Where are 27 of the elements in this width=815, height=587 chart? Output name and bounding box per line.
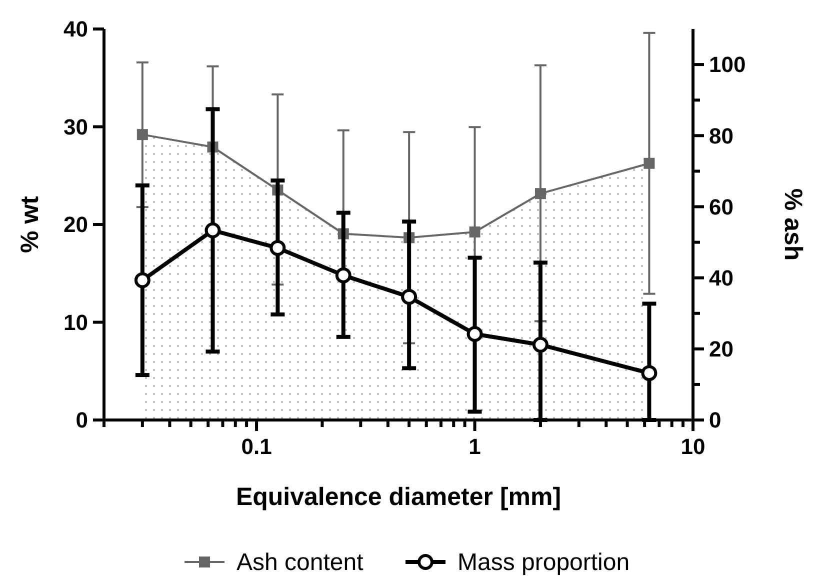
point [204, 222, 221, 238]
point [532, 336, 548, 353]
y2-axis-title: % ash [779, 188, 807, 261]
legend-label: Mass proportion [458, 549, 630, 576]
y-tick-label: 40 [64, 16, 88, 42]
y2-tick-label: 20 [709, 336, 734, 362]
legend-label: Ash content [236, 549, 364, 576]
y2-tick-label: 80 [709, 123, 734, 148]
point [335, 267, 352, 284]
point [466, 326, 483, 342]
x-tick-label: 10 [680, 434, 706, 459]
y-tick-label: 10 [64, 310, 88, 335]
point [270, 240, 286, 256]
point [534, 188, 546, 200]
y2-tick-label: 40 [709, 266, 734, 291]
x-axis-title: Equivalence diameter [mm] [236, 483, 562, 511]
y-tick-label: 0 [76, 408, 88, 433]
point [401, 288, 418, 305]
x-tick-label: 1 [468, 434, 481, 459]
x-tick-label: 0.1 [241, 434, 272, 459]
y2-tick-label: 0 [709, 408, 722, 433]
y-tick-label: 20 [64, 212, 88, 238]
y-axis-title: % wt [16, 195, 44, 253]
point [469, 226, 480, 238]
y2-tick-label: 60 [709, 194, 734, 220]
y2-tick-label: 100 [709, 52, 746, 78]
y-tick-label: 30 [64, 114, 88, 140]
